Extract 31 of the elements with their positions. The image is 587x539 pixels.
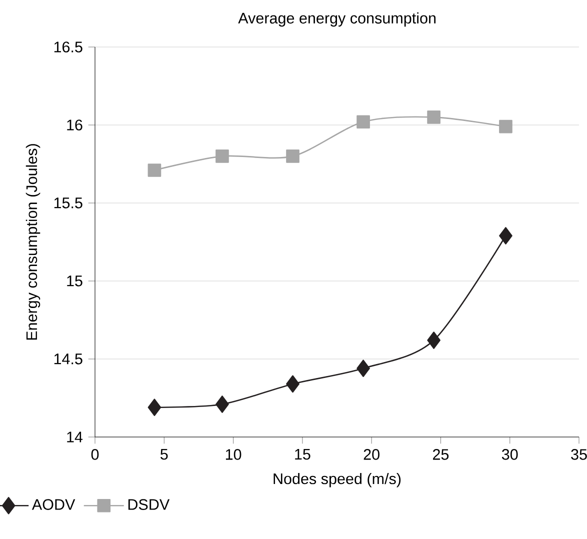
x-tick-label: 15 — [295, 449, 310, 460]
point — [216, 396, 229, 413]
x-tick-label: 5 — [160, 449, 168, 460]
point — [286, 150, 300, 163]
point — [148, 398, 162, 416]
x-tick-label: 30 — [502, 449, 518, 460]
point — [286, 375, 300, 393]
x-tick-label: 35 — [571, 449, 587, 460]
x-tick-label: 20 — [364, 449, 380, 460]
point — [148, 164, 162, 177]
point — [427, 110, 440, 124]
point — [499, 227, 512, 244]
chart-title: Average energy consumption — [238, 12, 436, 27]
legend-label: AODV — [32, 499, 76, 510]
x-axis-title: Nodes speed (m/s) — [274, 472, 401, 488]
y-tick-label: 16.5 — [54, 42, 82, 52]
point — [499, 120, 512, 134]
legend-label: DSDV — [128, 499, 170, 510]
y-tick-label: 14.5 — [54, 354, 82, 364]
y-tick-label: 16 — [67, 120, 82, 130]
point — [356, 115, 370, 129]
point — [427, 332, 440, 349]
x-tick-label: 10 — [226, 449, 242, 460]
y-tick-label: 15.5 — [54, 198, 82, 208]
x-tick-label: 25 — [432, 449, 449, 460]
x-tick-label: 0 — [91, 449, 99, 460]
y-tick-label: 15 — [67, 276, 82, 286]
y-tick-label: 14 — [67, 432, 83, 442]
point — [216, 150, 229, 163]
point — [356, 360, 370, 378]
y-axis-title: Energy consumption (Joules) — [26, 144, 40, 340]
